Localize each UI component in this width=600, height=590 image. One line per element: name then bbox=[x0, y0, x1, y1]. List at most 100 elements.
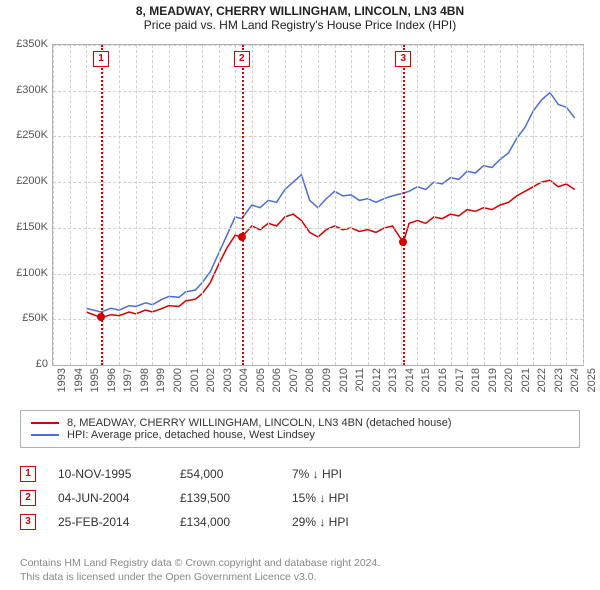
gridline-v bbox=[202, 45, 203, 365]
x-tick-label: 2023 bbox=[553, 368, 565, 392]
marker-dot bbox=[399, 238, 407, 246]
y-tick-label: £200K bbox=[0, 175, 48, 187]
legend: 8, MEADWAY, CHERRY WILLINGHAM, LINCOLN, … bbox=[20, 410, 580, 448]
marker-box: 1 bbox=[93, 51, 109, 67]
series-line bbox=[86, 180, 575, 317]
x-tick-label: 2003 bbox=[222, 368, 234, 392]
legend-label: 8, MEADWAY, CHERRY WILLINGHAM, LINCOLN, … bbox=[67, 417, 452, 429]
gridline-v bbox=[583, 45, 584, 365]
series-line bbox=[86, 93, 575, 313]
x-tick-label: 2005 bbox=[255, 368, 267, 392]
gridline-v bbox=[119, 45, 120, 365]
dp-price: £134,000 bbox=[180, 515, 270, 529]
gridline-v bbox=[169, 45, 170, 365]
x-tick-label: 1993 bbox=[56, 368, 68, 392]
gridline-v bbox=[268, 45, 269, 365]
gridline-v bbox=[500, 45, 501, 365]
data-point-row: 3 25-FEB-2014 £134,000 29% ↓ HPI bbox=[20, 512, 402, 532]
y-tick-label: £300K bbox=[0, 84, 48, 96]
x-tick-label: 2018 bbox=[470, 368, 482, 392]
dp-date: 10-NOV-1995 bbox=[58, 467, 158, 481]
gridline-v bbox=[401, 45, 402, 365]
x-tick-label: 2014 bbox=[404, 368, 416, 392]
x-tick-label: 2021 bbox=[520, 368, 532, 392]
dp-price: £54,000 bbox=[180, 467, 270, 481]
gridline-v bbox=[301, 45, 302, 365]
x-tick-label: 2015 bbox=[420, 368, 432, 392]
marker-badge: 2 bbox=[20, 490, 36, 506]
x-tick-label: 2020 bbox=[503, 368, 515, 392]
x-tick-label: 2004 bbox=[238, 368, 250, 392]
gridline-v bbox=[136, 45, 137, 365]
data-point-row: 2 04-JUN-2004 £139,500 15% ↓ HPI bbox=[20, 488, 402, 508]
data-point-row: 1 10-NOV-1995 £54,000 7% ↓ HPI bbox=[20, 464, 402, 484]
y-tick-label: £0 bbox=[0, 358, 48, 370]
dp-date: 04-JUN-2004 bbox=[58, 491, 158, 505]
gridline-v bbox=[566, 45, 567, 365]
x-tick-label: 2000 bbox=[172, 368, 184, 392]
x-tick-label: 2001 bbox=[189, 368, 201, 392]
x-tick-label: 1994 bbox=[73, 368, 85, 392]
data-points-table: 1 10-NOV-1995 £54,000 7% ↓ HPI 2 04-JUN-… bbox=[20, 460, 402, 536]
y-tick-label: £150K bbox=[0, 221, 48, 233]
gridline-v bbox=[252, 45, 253, 365]
x-tick-label: 2006 bbox=[271, 368, 283, 392]
gridline-v bbox=[368, 45, 369, 365]
x-tick-label: 1997 bbox=[122, 368, 134, 392]
chart-container: 8, MEADWAY, CHERRY WILLINGHAM, LINCOLN, … bbox=[0, 0, 600, 590]
legend-label: HPI: Average price, detached house, West… bbox=[67, 429, 315, 441]
gridline-v bbox=[335, 45, 336, 365]
dp-date: 25-FEB-2014 bbox=[58, 515, 158, 529]
x-tick-label: 2017 bbox=[454, 368, 466, 392]
gridline-v bbox=[550, 45, 551, 365]
x-tick-label: 2002 bbox=[205, 368, 217, 392]
x-tick-label: 2009 bbox=[321, 368, 333, 392]
gridline-v bbox=[235, 45, 236, 365]
gridline-v bbox=[451, 45, 452, 365]
y-tick-label: £350K bbox=[0, 38, 48, 50]
x-tick-label: 2019 bbox=[487, 368, 499, 392]
x-tick-label: 1998 bbox=[139, 368, 151, 392]
marker-dot bbox=[97, 313, 105, 321]
legend-row: HPI: Average price, detached house, West… bbox=[31, 429, 569, 441]
dp-hpi: 29% ↓ HPI bbox=[292, 515, 402, 529]
y-tick-label: £50K bbox=[0, 312, 48, 324]
gridline-v bbox=[351, 45, 352, 365]
gridline-v bbox=[186, 45, 187, 365]
plot-area: 1 2 3 bbox=[52, 44, 584, 366]
marker-box: 3 bbox=[395, 51, 411, 67]
marker-line bbox=[242, 45, 244, 365]
attribution-line: Contains HM Land Registry data © Crown c… bbox=[20, 556, 380, 570]
gridline-v bbox=[285, 45, 286, 365]
gridline-v bbox=[152, 45, 153, 365]
legend-row: 8, MEADWAY, CHERRY WILLINGHAM, LINCOLN, … bbox=[31, 417, 569, 429]
x-tick-label: 2013 bbox=[387, 368, 399, 392]
gridline-v bbox=[417, 45, 418, 365]
gridline-v bbox=[533, 45, 534, 365]
x-tick-label: 2007 bbox=[288, 368, 300, 392]
attribution-line: This data is licensed under the Open Gov… bbox=[20, 570, 380, 584]
marker-line bbox=[403, 45, 405, 365]
y-tick-label: £100K bbox=[0, 267, 48, 279]
dp-price: £139,500 bbox=[180, 491, 270, 505]
x-tick-label: 2012 bbox=[371, 368, 383, 392]
x-tick-label: 2010 bbox=[338, 368, 350, 392]
gridline-v bbox=[219, 45, 220, 365]
y-tick-label: £250K bbox=[0, 129, 48, 141]
x-tick-label: 1995 bbox=[89, 368, 101, 392]
gridline-v bbox=[86, 45, 87, 365]
marker-badge: 3 bbox=[20, 514, 36, 530]
marker-box: 2 bbox=[234, 51, 250, 67]
attribution: Contains HM Land Registry data © Crown c… bbox=[20, 556, 380, 584]
x-tick-label: 1999 bbox=[155, 368, 167, 392]
marker-dot bbox=[238, 233, 246, 241]
x-tick-label: 1996 bbox=[106, 368, 118, 392]
gridline-v bbox=[70, 45, 71, 365]
x-tick-label: 2024 bbox=[569, 368, 581, 392]
x-tick-label: 2022 bbox=[536, 368, 548, 392]
x-tick-label: 2016 bbox=[437, 368, 449, 392]
gridline-v bbox=[318, 45, 319, 365]
x-tick-label: 2011 bbox=[354, 368, 366, 392]
x-tick-label: 2008 bbox=[304, 368, 316, 392]
x-tick-label: 2025 bbox=[586, 368, 598, 392]
